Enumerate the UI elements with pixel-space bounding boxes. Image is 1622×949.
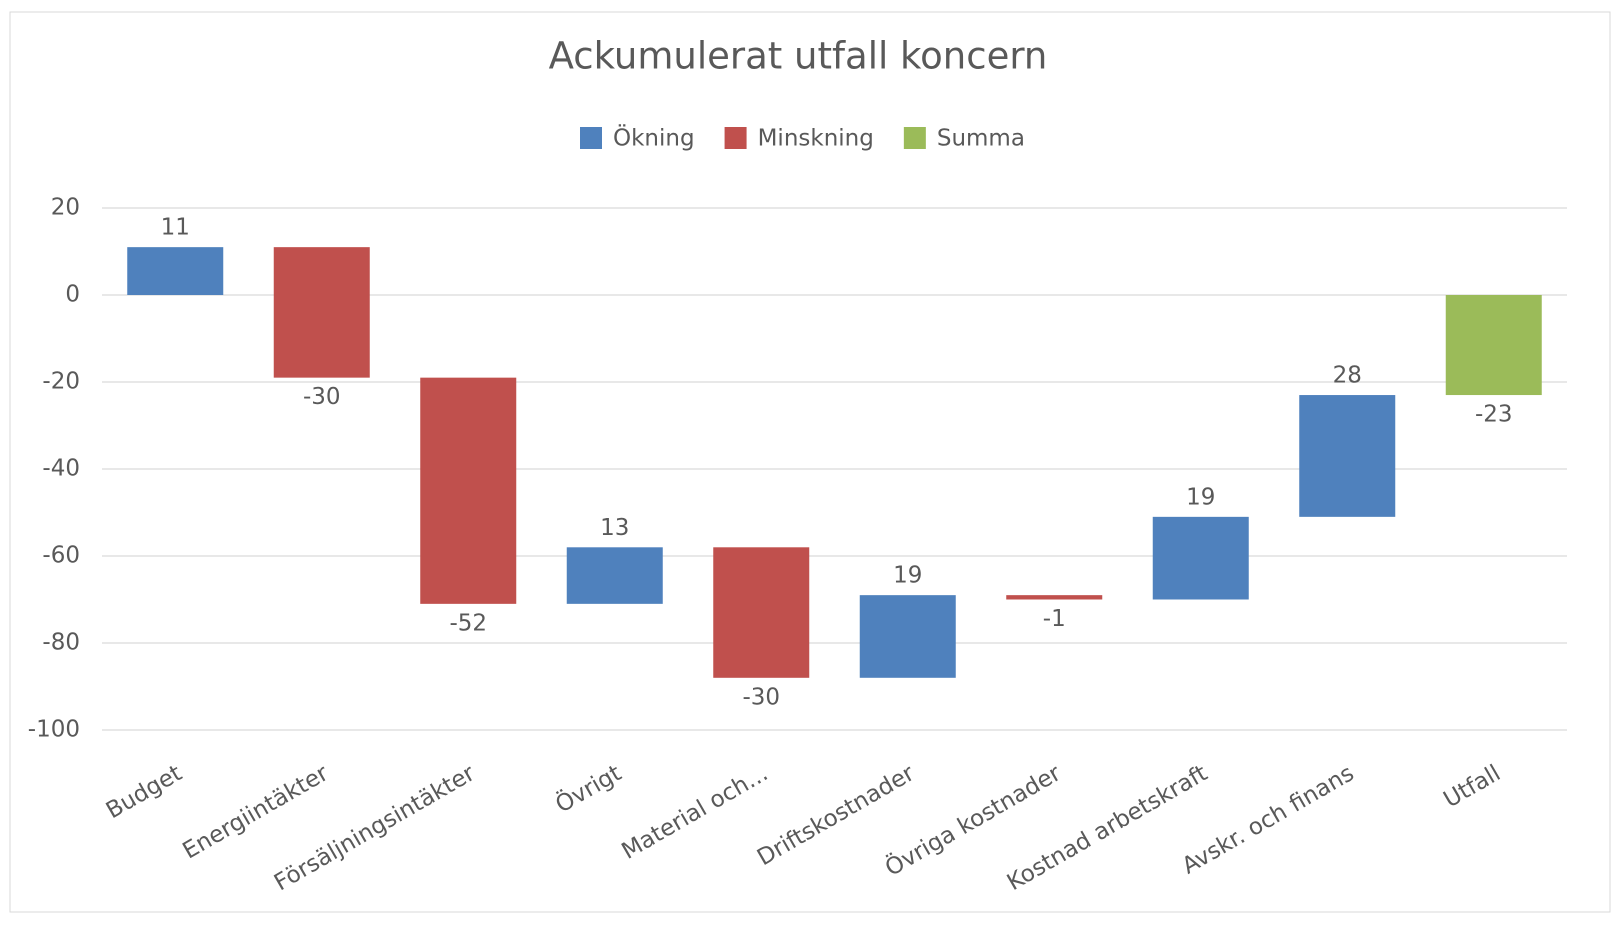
bar [1152,516,1249,600]
bar [566,547,663,604]
bar [127,247,224,295]
legend-swatch [724,127,747,149]
bar [420,377,517,604]
bar [1006,595,1103,600]
legend-label: Ökning [613,124,695,152]
data-label: -30 [742,684,780,710]
data-label: 11 [161,215,190,241]
legend-label: Summa [937,126,1025,152]
bar [1299,395,1396,517]
y-tick-label: -100 [28,717,80,743]
bar [713,547,810,678]
data-label: 13 [600,515,629,541]
y-tick-label: 0 [65,282,80,308]
y-tick-label: 20 [51,195,80,221]
data-label: -30 [303,384,341,410]
y-tick-label: -60 [42,543,80,569]
data-label: 28 [1333,363,1362,389]
chart-title: Ackumulerat utfall koncern [549,35,1048,78]
data-label: -1 [1043,606,1066,632]
legend-swatch [903,127,926,149]
bar [1445,295,1542,396]
legend-label: Minskning [758,126,874,152]
data-label: 19 [1186,484,1215,510]
bar [273,247,370,378]
data-label: -23 [1475,402,1513,428]
y-tick-label: -40 [42,456,80,482]
y-tick-label: -80 [42,630,80,656]
bar [859,595,956,678]
legend-swatch [580,127,602,149]
data-label: 19 [893,563,922,589]
data-label: -52 [449,610,487,636]
y-tick-label: -20 [42,369,80,395]
